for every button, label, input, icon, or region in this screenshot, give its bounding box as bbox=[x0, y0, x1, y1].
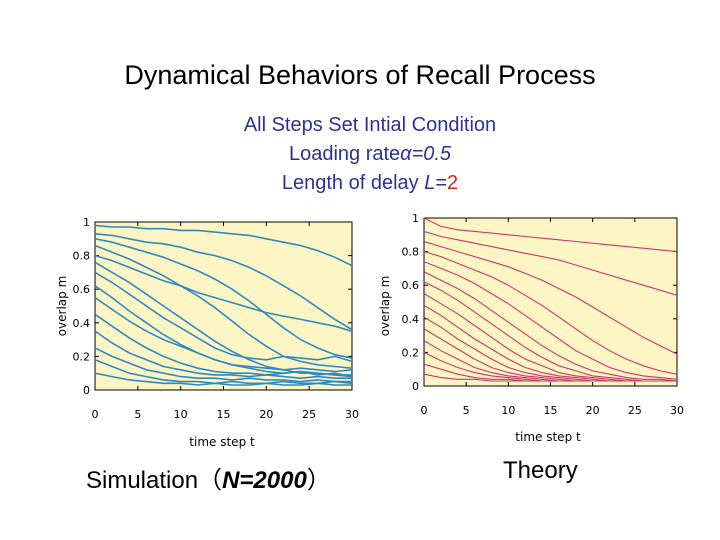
theory-xtick-label: 20 bbox=[586, 404, 600, 417]
simulation-ytick-label: 0.6 bbox=[73, 283, 91, 296]
simulation-series-line-2 bbox=[95, 233, 352, 331]
theory-series-line-15 bbox=[424, 373, 677, 382]
theory-series-group bbox=[424, 217, 677, 382]
simulation-xtick-label: 0 bbox=[92, 408, 99, 421]
delay-label: Length of delay bbox=[281, 172, 425, 194]
theory-ytick-label: 0 bbox=[412, 380, 419, 393]
simulation-xtick-label: 10 bbox=[174, 408, 188, 421]
simulation-ytick-label: 0 bbox=[83, 384, 90, 397]
subtitle-condition: All Steps Set Intial Condition bbox=[243, 114, 497, 136]
theory-ytick-label: 0.4 bbox=[402, 313, 420, 326]
simulation-xtick-label: 15 bbox=[217, 408, 231, 421]
theory-ytick-label: 0.2 bbox=[402, 346, 420, 359]
simulation-series-line-7 bbox=[95, 271, 352, 363]
theory-xtick-label: 10 bbox=[501, 404, 515, 417]
simulation-series-line-13 bbox=[95, 359, 352, 385]
simulation-ytick-label: 0.2 bbox=[73, 350, 91, 363]
simulation-series-line-14 bbox=[95, 372, 352, 386]
simulation-caption-label: Simulation（ bbox=[86, 467, 223, 494]
simulation-ytick-label: 0.4 bbox=[73, 317, 91, 330]
simulation-xtick-label: 25 bbox=[302, 408, 316, 421]
simulation-y-axis-label: overlap m bbox=[55, 276, 69, 337]
simulation-series-line-5 bbox=[95, 254, 352, 332]
simulation-series-line-4 bbox=[95, 244, 352, 369]
page-title: Dynamical Behaviors of Recall Process bbox=[124, 60, 596, 90]
theory-xtick-label: 5 bbox=[463, 404, 470, 417]
simulation-series-line-9 bbox=[95, 296, 352, 378]
theory-series-line-3 bbox=[424, 240, 677, 355]
simulation-xtick-label: 30 bbox=[345, 408, 359, 421]
simulation-x-axis-label: time step t bbox=[189, 435, 255, 449]
simulation-series-line-3 bbox=[95, 238, 352, 359]
simulation-ytick-label: 0.8 bbox=[73, 250, 91, 263]
delay-variable: L bbox=[424, 172, 436, 194]
theory-x-axis-label: time step t bbox=[515, 430, 581, 444]
theory-xtick-label: 25 bbox=[628, 404, 642, 417]
simulation-caption-n: N=2000 bbox=[222, 467, 307, 494]
theory-series-line-2 bbox=[424, 230, 677, 296]
theory-series-line-4 bbox=[424, 251, 677, 375]
simulation-xtick-label: 20 bbox=[259, 408, 273, 421]
simulation-series-group bbox=[95, 224, 352, 386]
theory-ytick-label: 0.8 bbox=[402, 246, 420, 259]
simulation-xtick-label: 5 bbox=[134, 408, 141, 421]
theory-series-line-5 bbox=[424, 261, 677, 380]
theory-xtick-label: 30 bbox=[670, 404, 684, 417]
theory-caption: Theory bbox=[503, 457, 578, 484]
delay-value: 2 bbox=[447, 172, 459, 194]
theory-plot-area bbox=[423, 217, 678, 387]
simulation-ytick-label: 1 bbox=[83, 216, 90, 229]
subtitle-delay: Length of delay L=2 bbox=[0, 172, 720, 195]
simulation-caption: Simulation（N=2000） bbox=[86, 460, 331, 495]
theory-ytick-label: 0.6 bbox=[402, 279, 420, 292]
theory-series-line-1 bbox=[424, 217, 677, 253]
theory-xtick-label: 15 bbox=[544, 404, 558, 417]
simulation-caption-close: ） bbox=[306, 467, 331, 494]
simulation-series-line-12 bbox=[95, 347, 352, 383]
loading-rate-label: Loading rate bbox=[288, 143, 401, 165]
simulation-series-line-11 bbox=[95, 330, 352, 380]
theory-y-axis-label: overlap m bbox=[378, 276, 392, 337]
simulation-series-line-10 bbox=[95, 313, 352, 378]
theory-xtick-label: 0 bbox=[421, 404, 428, 417]
theory-series-line-7 bbox=[424, 281, 677, 382]
subtitle-loading-rate: Loading rateα=0.5 bbox=[0, 143, 720, 166]
loading-rate-value: α=0.5 bbox=[400, 143, 452, 165]
simulation-series-line-1 bbox=[95, 224, 352, 267]
theory-series-line-6 bbox=[424, 271, 677, 382]
delay-equals: = bbox=[435, 172, 448, 194]
theory-ytick-label: 1 bbox=[412, 212, 419, 225]
